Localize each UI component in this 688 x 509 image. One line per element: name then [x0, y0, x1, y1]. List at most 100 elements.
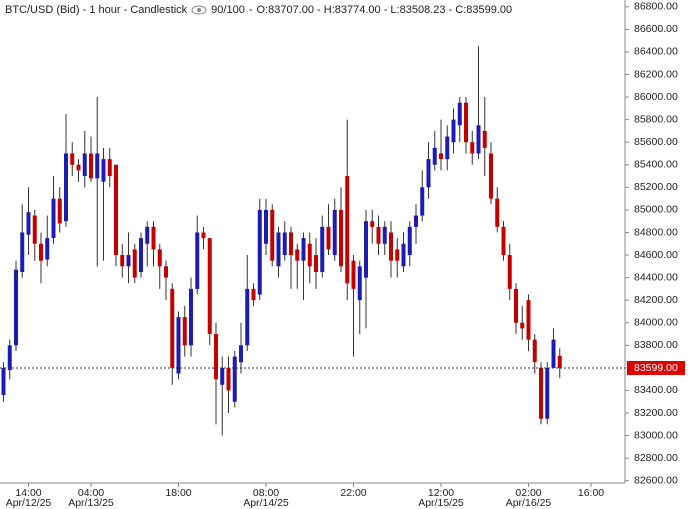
candle-body [339, 209, 343, 267]
y-tick-label: 86400.00 [634, 46, 678, 58]
y-tick-label: 84400.00 [634, 271, 678, 283]
y-tick-label: 84200.00 [634, 294, 678, 306]
candle-body [545, 367, 550, 419]
candle-body [507, 255, 512, 289]
x-date-label: Apr/13/25 [68, 497, 114, 509]
candle-body [382, 226, 387, 244]
chart-title: BTC/USD (Bid) - 1 hour - Candlestick [5, 4, 188, 16]
last-price-box [627, 361, 685, 376]
candle-body [489, 153, 493, 199]
candle-body [164, 266, 168, 278]
candle-body [482, 130, 487, 148]
candle-body [101, 159, 106, 182]
x-tick-label: 14:00 [15, 487, 41, 499]
counter: 90/100 [211, 4, 245, 16]
sep: - [248, 4, 253, 16]
candle-body [464, 102, 468, 143]
candle-body [45, 238, 50, 260]
candle-body [389, 232, 393, 261]
candle-body [457, 102, 462, 126]
candle-body [245, 288, 250, 346]
x-tick-label: 12:00 [428, 487, 454, 499]
candle-body [214, 334, 218, 380]
x-tick-label: 18:00 [165, 487, 191, 499]
y-tick-label: 82800.00 [634, 452, 678, 464]
candle-body [370, 221, 375, 227]
candle-body [57, 198, 62, 224]
last-price-label: 83599.00 [634, 362, 678, 374]
candle-body [39, 243, 43, 261]
candle-body [407, 226, 412, 256]
candle-body [220, 367, 225, 385]
candle-body [426, 159, 431, 188]
candle-body [432, 147, 437, 165]
candle-body [520, 322, 525, 329]
candle-body [182, 317, 187, 346]
candle-body [495, 198, 500, 227]
candle-body [439, 153, 443, 160]
candle-body [20, 232, 25, 272]
candle-body [282, 232, 287, 256]
candle-body [51, 198, 56, 239]
candle-body [395, 249, 400, 261]
candle-body [232, 356, 237, 402]
y-tick-label: 83400.00 [634, 384, 678, 396]
candle-body [539, 367, 543, 419]
x-date-label: Apr/15/25 [418, 497, 464, 509]
y-tick-label: 86200.00 [634, 68, 678, 80]
y-tick-label: 83000.00 [634, 429, 678, 441]
candle-body [345, 176, 350, 284]
eye-icon[interactable] [191, 5, 207, 15]
candle-body [76, 164, 81, 171]
candle-body [14, 269, 18, 346]
candle-body [532, 339, 537, 363]
y-tick-label: 86000.00 [634, 91, 678, 103]
candle-body [289, 232, 293, 256]
candle-body [7, 345, 12, 371]
candle-body [445, 136, 450, 160]
chart-header: BTC/USD (Bid) - 1 hour - Candlestick 90/… [2, 4, 516, 16]
y-tick-label: 84000.00 [634, 317, 678, 329]
y-tick-label: 86800.00 [634, 1, 678, 13]
candle-body [332, 209, 337, 256]
candle-body [145, 226, 150, 244]
y-tick-label: 83800.00 [634, 339, 678, 351]
candle-body [357, 266, 362, 301]
y-tick-label: 85400.00 [634, 159, 678, 171]
y-tick-label: 84600.00 [634, 249, 678, 261]
candle-body [320, 226, 325, 272]
candle-body [351, 260, 356, 289]
x-date-label: Apr/16/25 [506, 497, 552, 509]
candle-body [276, 232, 281, 267]
x-tick-label: 22:00 [340, 487, 366, 499]
candle-body [551, 339, 556, 368]
candle-body [526, 300, 531, 340]
candle-body [126, 255, 131, 267]
candle-body [476, 125, 481, 154]
y-tick-label: 84800.00 [634, 226, 678, 238]
candle-body [107, 159, 112, 177]
candle-body [26, 212, 31, 235]
candle-body [64, 153, 68, 222]
x-tick-label: 04:00 [78, 487, 104, 499]
candle-body [295, 249, 300, 261]
candle-body [95, 153, 100, 179]
candle-body [401, 243, 406, 267]
candle-body [557, 355, 562, 369]
y-tick-label: 85800.00 [634, 113, 678, 125]
candle-body [514, 288, 518, 323]
candle-body [89, 153, 93, 179]
candle-body [470, 142, 475, 154]
candle-body [451, 119, 456, 143]
candle-body [70, 153, 75, 165]
candle-body [170, 288, 175, 368]
candle-body [120, 255, 125, 267]
candle-body [501, 226, 506, 256]
candle-body [307, 243, 312, 267]
candle-body [239, 345, 243, 363]
x-tick-label: 16:00 [578, 487, 604, 499]
candle-body [176, 317, 181, 374]
candle-body [139, 238, 143, 272]
